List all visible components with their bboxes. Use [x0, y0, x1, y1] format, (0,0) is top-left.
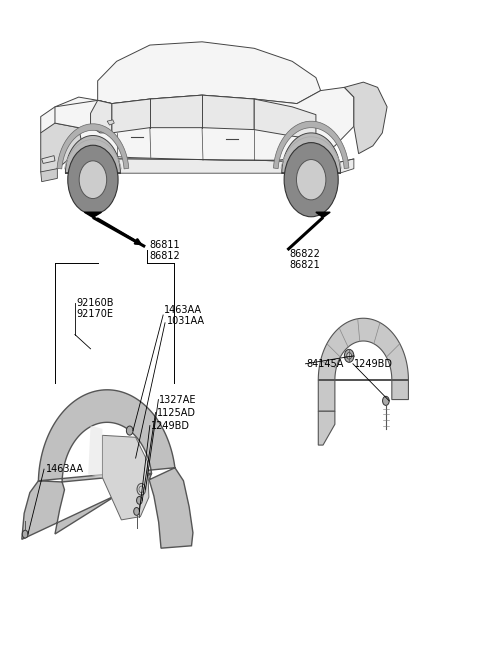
Text: 86822: 86822: [290, 249, 321, 260]
Text: 92170E: 92170E: [76, 310, 113, 319]
Circle shape: [22, 530, 28, 538]
Polygon shape: [41, 169, 57, 182]
Polygon shape: [41, 123, 84, 175]
Text: 1463AA: 1463AA: [46, 464, 84, 474]
Text: 86812: 86812: [150, 251, 180, 261]
Text: 1327AE: 1327AE: [159, 394, 197, 405]
Polygon shape: [254, 99, 316, 139]
Polygon shape: [57, 124, 129, 169]
Circle shape: [383, 396, 389, 405]
Polygon shape: [102, 436, 149, 520]
Circle shape: [68, 145, 118, 214]
Circle shape: [297, 159, 326, 200]
Polygon shape: [282, 133, 341, 173]
Circle shape: [137, 497, 142, 504]
Polygon shape: [88, 426, 102, 478]
Text: 1031AA: 1031AA: [167, 316, 204, 327]
Polygon shape: [97, 42, 321, 104]
Text: 86821: 86821: [290, 260, 321, 270]
Circle shape: [126, 426, 133, 435]
Circle shape: [134, 508, 139, 516]
Circle shape: [284, 142, 338, 216]
Polygon shape: [274, 121, 349, 169]
Polygon shape: [316, 213, 330, 217]
Text: 1463AA: 1463AA: [164, 305, 202, 315]
Circle shape: [347, 352, 351, 359]
Polygon shape: [344, 82, 387, 154]
Polygon shape: [318, 411, 335, 445]
Polygon shape: [112, 95, 254, 133]
Text: 92160B: 92160B: [76, 298, 114, 308]
Polygon shape: [22, 390, 193, 548]
Polygon shape: [41, 97, 112, 133]
Polygon shape: [318, 318, 408, 411]
Text: 84145A: 84145A: [306, 359, 344, 369]
Polygon shape: [67, 159, 354, 173]
Circle shape: [344, 350, 354, 362]
Polygon shape: [107, 120, 114, 125]
Polygon shape: [84, 213, 101, 217]
Polygon shape: [42, 155, 55, 163]
Text: 86811: 86811: [150, 239, 180, 250]
Text: 1249BD: 1249BD: [151, 420, 190, 430]
Polygon shape: [55, 87, 354, 160]
Polygon shape: [91, 100, 112, 133]
Polygon shape: [65, 136, 120, 173]
Text: 1249BD: 1249BD: [354, 359, 393, 369]
Circle shape: [79, 161, 107, 199]
Text: 1125AD: 1125AD: [157, 407, 196, 418]
